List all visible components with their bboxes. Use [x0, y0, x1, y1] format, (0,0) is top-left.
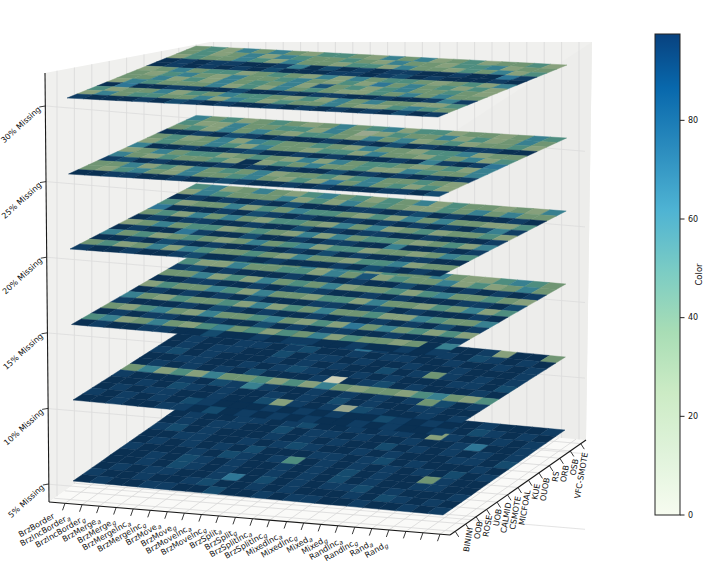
z-tick-labels: 5% Missing 10% Missing 15% Missing 20% Miss…	[0, 105, 46, 520]
colorbar-tick-label: 0	[688, 511, 693, 520]
colorbar: 0 20 40 60 80 Color	[655, 34, 704, 520]
colorbar-gradient	[655, 34, 680, 515]
3d-heatmap-chart: BrzBorderBrzIncBorderaBrzIncBordergBrzMe…	[0, 0, 710, 588]
svg-text:25% Missing: 25% Missing	[0, 180, 43, 220]
colorbar-tick-label: 40	[688, 313, 698, 322]
figure-3d-stacked-heatmap: BrzBorderBrzIncBorderaBrzIncBordergBrzMe…	[0, 0, 710, 588]
colorbar-tick-label: 80	[688, 116, 698, 125]
svg-text:10% Missing: 10% Missing	[2, 407, 45, 447]
colorbar-axis-label: Color	[694, 263, 704, 286]
svg-text:20% Missing: 20% Missing	[1, 256, 44, 296]
svg-text:30% Missing: 30% Missing	[0, 105, 43, 145]
svg-text:15% Missing: 15% Missing	[1, 332, 44, 372]
colorbar-tick-label: 60	[688, 215, 698, 224]
colorbar-tick-label: 20	[688, 412, 698, 421]
svg-text:5% Missing: 5% Missing	[7, 483, 47, 520]
